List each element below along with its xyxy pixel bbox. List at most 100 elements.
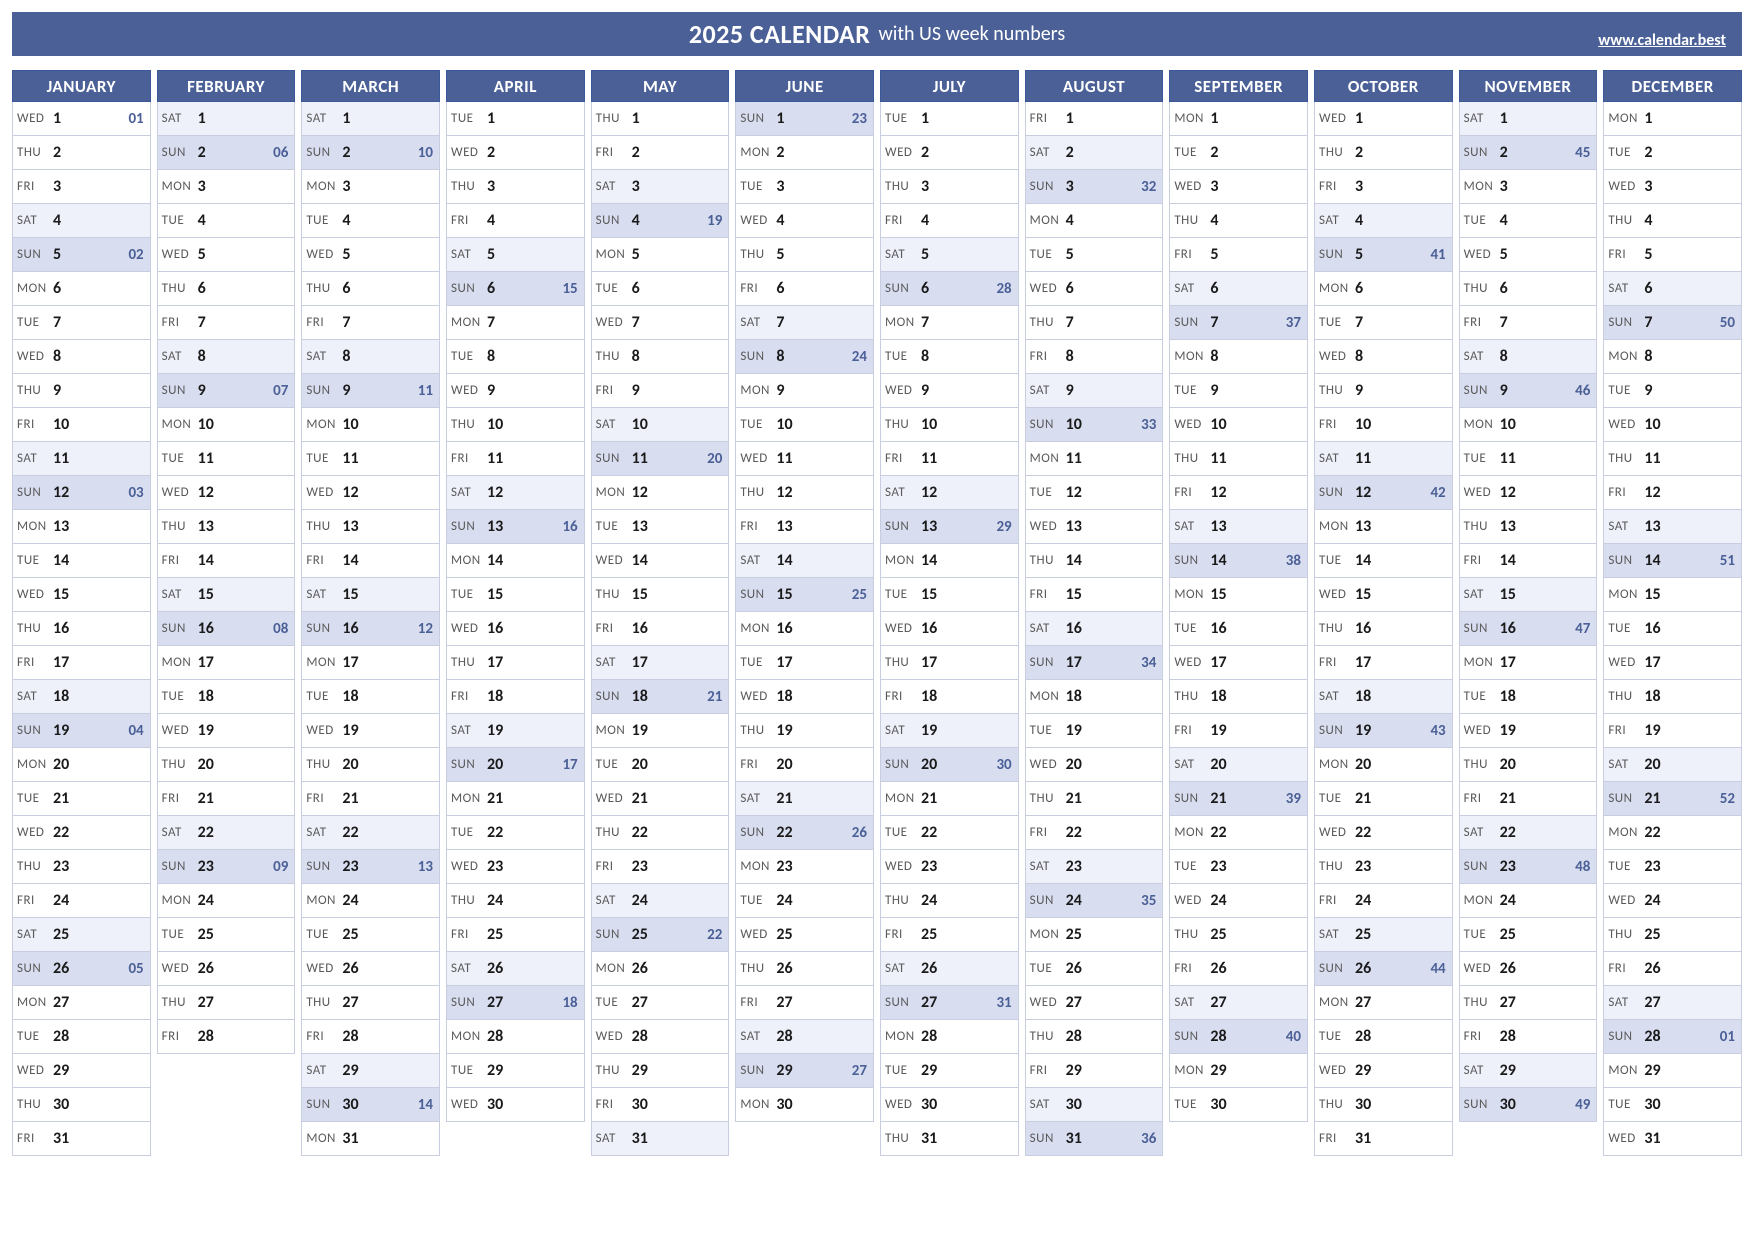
day-cell: SAT20 [1603,748,1742,782]
week-number: 18 [562,994,577,1012]
day-number: 20 [487,755,503,774]
day-cell: SAT2 [1025,136,1164,170]
day-of-week: TUE [740,655,776,670]
day-of-week: MON [1319,995,1355,1010]
day-of-week: MON [1608,1063,1644,1078]
day-of-week: THU [162,757,198,772]
day-of-week: MON [1030,689,1066,704]
day-of-week: FRI [740,281,776,296]
day-cell: TUE1 [880,102,1019,136]
source-link[interactable]: www.calendar.best [1598,31,1726,50]
day-number: 27 [198,993,214,1012]
day-of-week: FRI [596,859,632,874]
day-cell: SAT19 [446,714,585,748]
day-number: 15 [1644,585,1660,604]
day-cell: WED11 [735,442,874,476]
day-of-week: FRI [162,315,198,330]
day-number: 24 [1066,891,1082,910]
day-cell: MON1 [1603,102,1742,136]
day-of-week: SAT [306,825,342,840]
day-of-week: THU [17,145,53,160]
day-of-week: MON [1174,587,1210,602]
week-number: 42 [1430,484,1445,502]
day-of-week: MON [1464,417,1500,432]
week-number: 07 [273,382,288,400]
day-cell: MON21 [446,782,585,816]
day-cell: FRI27 [735,986,874,1020]
day-cell: THU30 [12,1088,151,1122]
day-cell: MON10 [1459,408,1598,442]
week-number: 01 [1720,1028,1735,1046]
day-number: 29 [342,1061,358,1080]
day-of-week: MON [1174,1063,1210,1078]
day-cell: TUE6 [591,272,730,306]
week-number: 35 [1141,892,1156,910]
day-of-week: WED [885,145,921,160]
week-number: 49 [1575,1096,1590,1114]
day-number: 17 [1210,653,1226,672]
day-number: 15 [1355,585,1371,604]
day-cell: SAT22 [157,816,296,850]
day-number: 25 [1066,925,1082,944]
day-cell: SAT28 [735,1020,874,1054]
day-of-week: TUE [885,349,921,364]
day-of-week: THU [162,995,198,1010]
week-number: 24 [852,348,867,366]
day-cell: TUE11 [1459,442,1598,476]
day-number: 14 [53,551,69,570]
day-of-week: WED [885,621,921,636]
day-cell: FRI29 [1025,1054,1164,1088]
day-cell: SAT15 [1459,578,1598,612]
day-cell: FRI28 [301,1020,440,1054]
day-of-week: SUN [740,825,776,840]
day-of-week: WED [1174,417,1210,432]
day-cell: SUN615 [446,272,585,306]
day-of-week: SAT [451,961,487,976]
day-cell: WED17 [1169,646,1308,680]
week-number: 16 [562,518,577,536]
day-of-week: THU [1608,927,1644,942]
day-cell: TUE8 [880,340,1019,374]
day-of-week: SUN [451,757,487,772]
day-of-week: MON [1319,519,1355,534]
day-of-week: THU [740,247,776,262]
day-number: 12 [1355,483,1371,502]
day-cell: THU17 [880,646,1019,680]
day-cell: FRI7 [301,306,440,340]
day-number: 18 [1066,687,1082,706]
day-cell: WED6 [1025,272,1164,306]
day-number: 16 [487,619,503,638]
day-number: 5 [342,245,350,264]
day-of-week: SUN [1464,383,1500,398]
day-of-week: TUE [1608,383,1644,398]
day-of-week: FRI [1464,553,1500,568]
day-of-week: SAT [162,587,198,602]
day-number: 11 [342,449,358,468]
day-of-week: THU [1174,451,1210,466]
day-of-week: TUE [451,587,487,602]
day-of-week: THU [1608,451,1644,466]
day-cell: SUN2605 [12,952,151,986]
day-cell: FRI4 [880,204,1019,238]
day-number: 8 [632,347,640,366]
day-number: 22 [198,823,214,842]
day-number: 12 [776,483,792,502]
day-of-week: MON [162,893,198,908]
day-cell: SUN1329 [880,510,1019,544]
day-cell: TUE3 [735,170,874,204]
day-cell: FRI23 [591,850,730,884]
day-number: 24 [1644,891,1660,910]
day-number: 5 [1500,245,1508,264]
week-number: 52 [1720,790,1735,808]
day-of-week: SUN [596,451,632,466]
day-of-week: THU [17,383,53,398]
week-number: 38 [1286,552,1301,570]
day-number: 7 [1210,313,1218,332]
day-number: 21 [1644,789,1660,808]
day-number: 29 [1355,1061,1371,1080]
day-number: 19 [1500,721,1516,740]
day-number: 6 [487,279,495,298]
day-cell: THU10 [880,408,1019,442]
day-of-week: SUN [162,145,198,160]
day-number: 9 [632,381,640,400]
